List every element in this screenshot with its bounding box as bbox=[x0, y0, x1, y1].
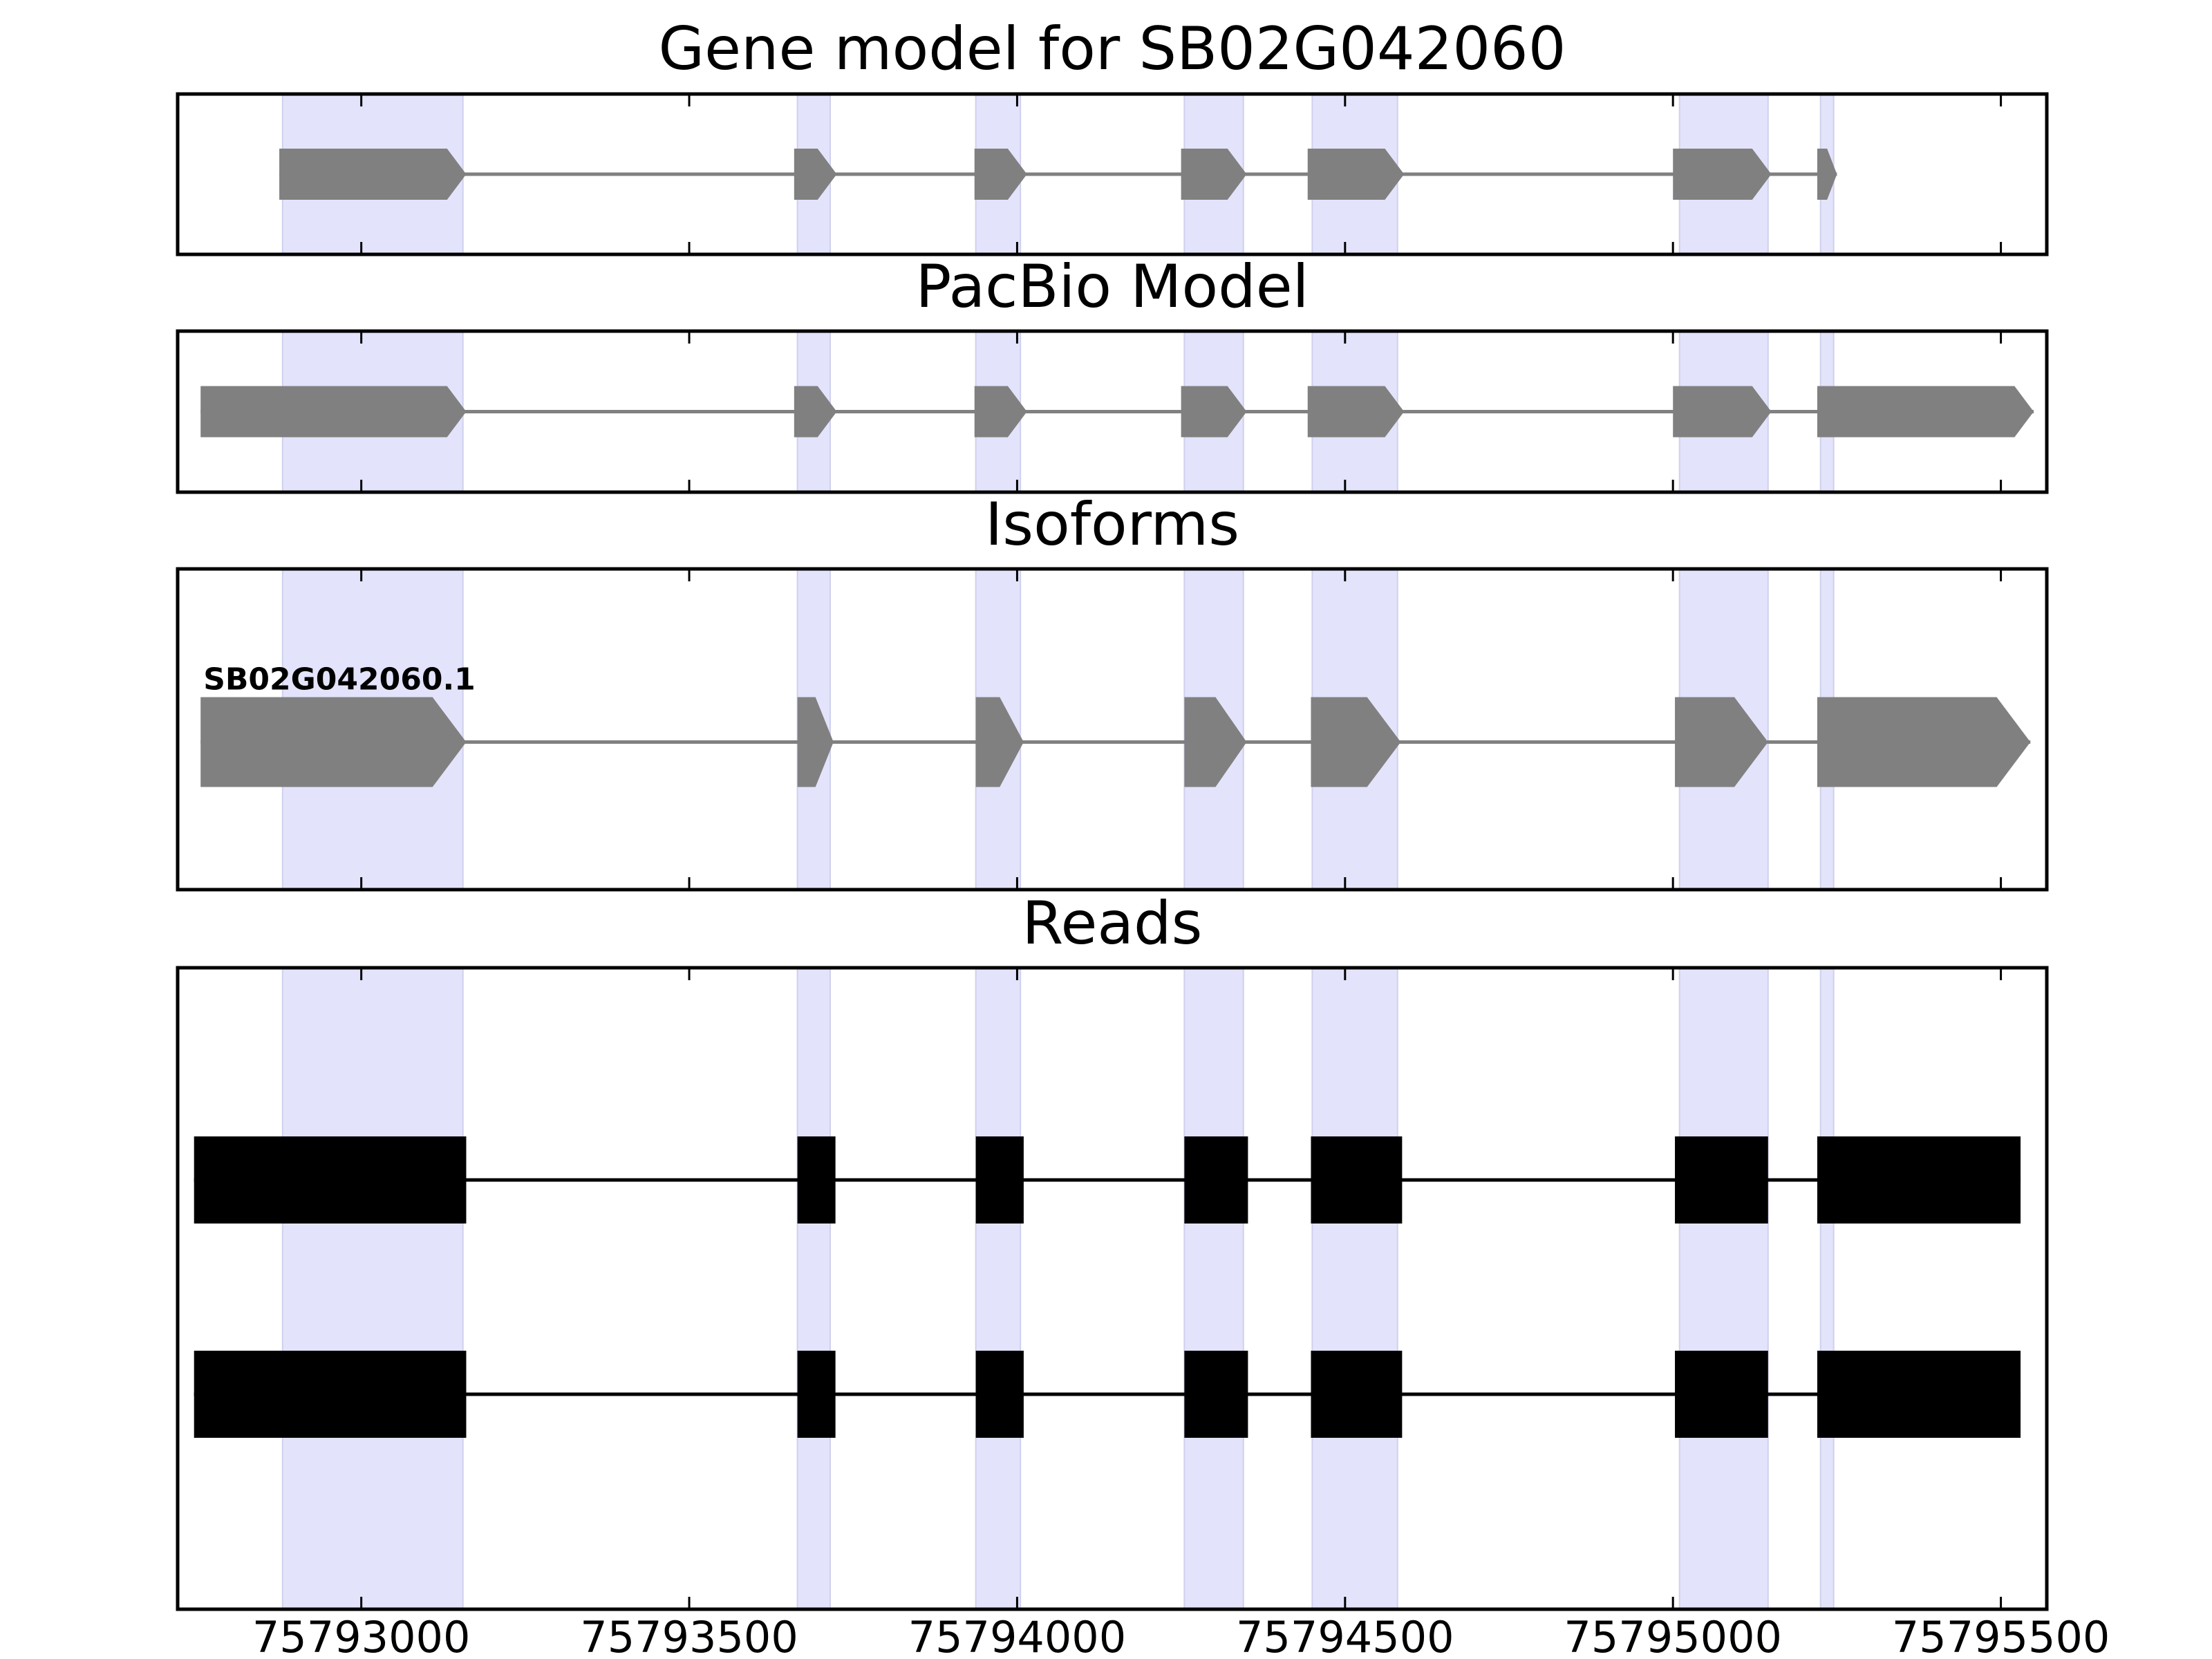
panel-4-track-2-exon-7 bbox=[1817, 1351, 2021, 1438]
panel-4-highlight-region-4 bbox=[1183, 967, 1244, 1610]
panel-3-track-1-exon-6 bbox=[1675, 697, 1768, 787]
panel-4-track-2-exon-4 bbox=[1184, 1351, 1248, 1438]
panel-4-track-1-exon-4 bbox=[1184, 1136, 1248, 1224]
panel-4-highlight-region-2 bbox=[796, 967, 832, 1610]
panel-4-track-1-exon-5 bbox=[1311, 1136, 1403, 1224]
panel-4-track-2-exon-5 bbox=[1311, 1351, 1403, 1438]
x-tick-label-2: 75793500 bbox=[580, 1612, 798, 1659]
panel-4-track-1-exon-6 bbox=[1675, 1136, 1768, 1224]
panel-1-title: Gene model for SB02G042060 bbox=[659, 15, 1566, 84]
panel-4-track-2-exon-3 bbox=[975, 1351, 1024, 1438]
panel-3-track-1-exon-3 bbox=[975, 697, 1024, 787]
panel-4-title: Reads bbox=[1022, 889, 1203, 958]
panel-3-track-1-exon-2 bbox=[797, 697, 834, 787]
panel-2-title: PacBio Model bbox=[915, 252, 1309, 321]
panel-2-track-1-exon-5 bbox=[1307, 386, 1405, 438]
panel-1-track-1-exon-5 bbox=[1307, 149, 1405, 200]
panel-4-track-2-exon-6 bbox=[1675, 1351, 1768, 1438]
panel-4-highlight-region-1 bbox=[281, 967, 464, 1610]
panel-1-track-1-exon-7 bbox=[1817, 149, 1837, 200]
panel-3-track-1-exon-4 bbox=[1184, 697, 1247, 787]
panel-3-track-1-exon-1 bbox=[200, 697, 467, 787]
panel-3-track-1-label: SB02G042060.1 bbox=[203, 662, 476, 697]
panel-4-track-2-exon-1 bbox=[194, 1351, 467, 1438]
panel-4-track-1-exon-7 bbox=[1817, 1136, 2021, 1224]
panel-2-track-1-exon-7 bbox=[1817, 386, 2034, 438]
panel-1-track-1-exon-4 bbox=[1181, 149, 1247, 200]
panel-3-track-1-exon-7 bbox=[1817, 697, 2031, 787]
panel-3-track-1-exon-5 bbox=[1311, 697, 1401, 787]
panel-4-highlight-region-6 bbox=[1678, 967, 1769, 1610]
panel-4-track-1-exon-3 bbox=[975, 1136, 1024, 1224]
panel-1-track-1-exon-1 bbox=[279, 149, 467, 200]
panel-4-track-1-exon-1 bbox=[194, 1136, 467, 1224]
panel-1-track-1-exon-6 bbox=[1673, 149, 1772, 200]
panel-4-frame bbox=[176, 966, 2049, 1611]
panel-4-track-1-exon-2 bbox=[797, 1136, 836, 1224]
panel-4-highlight-region-7 bbox=[1819, 967, 1835, 1610]
panel-1-frame bbox=[176, 92, 2049, 256]
x-tick-label-3: 75794000 bbox=[908, 1612, 1127, 1659]
panel-2-frame bbox=[176, 329, 2049, 494]
panel-1-track-1-exon-2 bbox=[794, 149, 837, 200]
panel-1-track-1-exon-3 bbox=[974, 149, 1027, 200]
panel-2-track-1-exon-2 bbox=[794, 386, 837, 438]
panel-2-track-1-exon-1 bbox=[200, 386, 467, 438]
x-tick-label-5: 75795000 bbox=[1564, 1612, 1782, 1659]
x-tick-label-1: 75793000 bbox=[252, 1612, 471, 1659]
panel-4-highlight-region-5 bbox=[1311, 967, 1398, 1610]
panel-4-highlight-region-3 bbox=[975, 967, 1022, 1610]
panel-3-frame bbox=[176, 567, 2049, 892]
panel-2-track-1-exon-6 bbox=[1673, 386, 1772, 438]
x-tick-label-4: 75794500 bbox=[1236, 1612, 1454, 1659]
panel-2-track-1-exon-3 bbox=[974, 386, 1027, 438]
panel-4-track-2-exon-2 bbox=[797, 1351, 836, 1438]
panel-3-title: Isoforms bbox=[985, 490, 1239, 559]
x-tick-label-6: 75795500 bbox=[1892, 1612, 2110, 1659]
panel-2-track-1-exon-4 bbox=[1181, 386, 1247, 438]
